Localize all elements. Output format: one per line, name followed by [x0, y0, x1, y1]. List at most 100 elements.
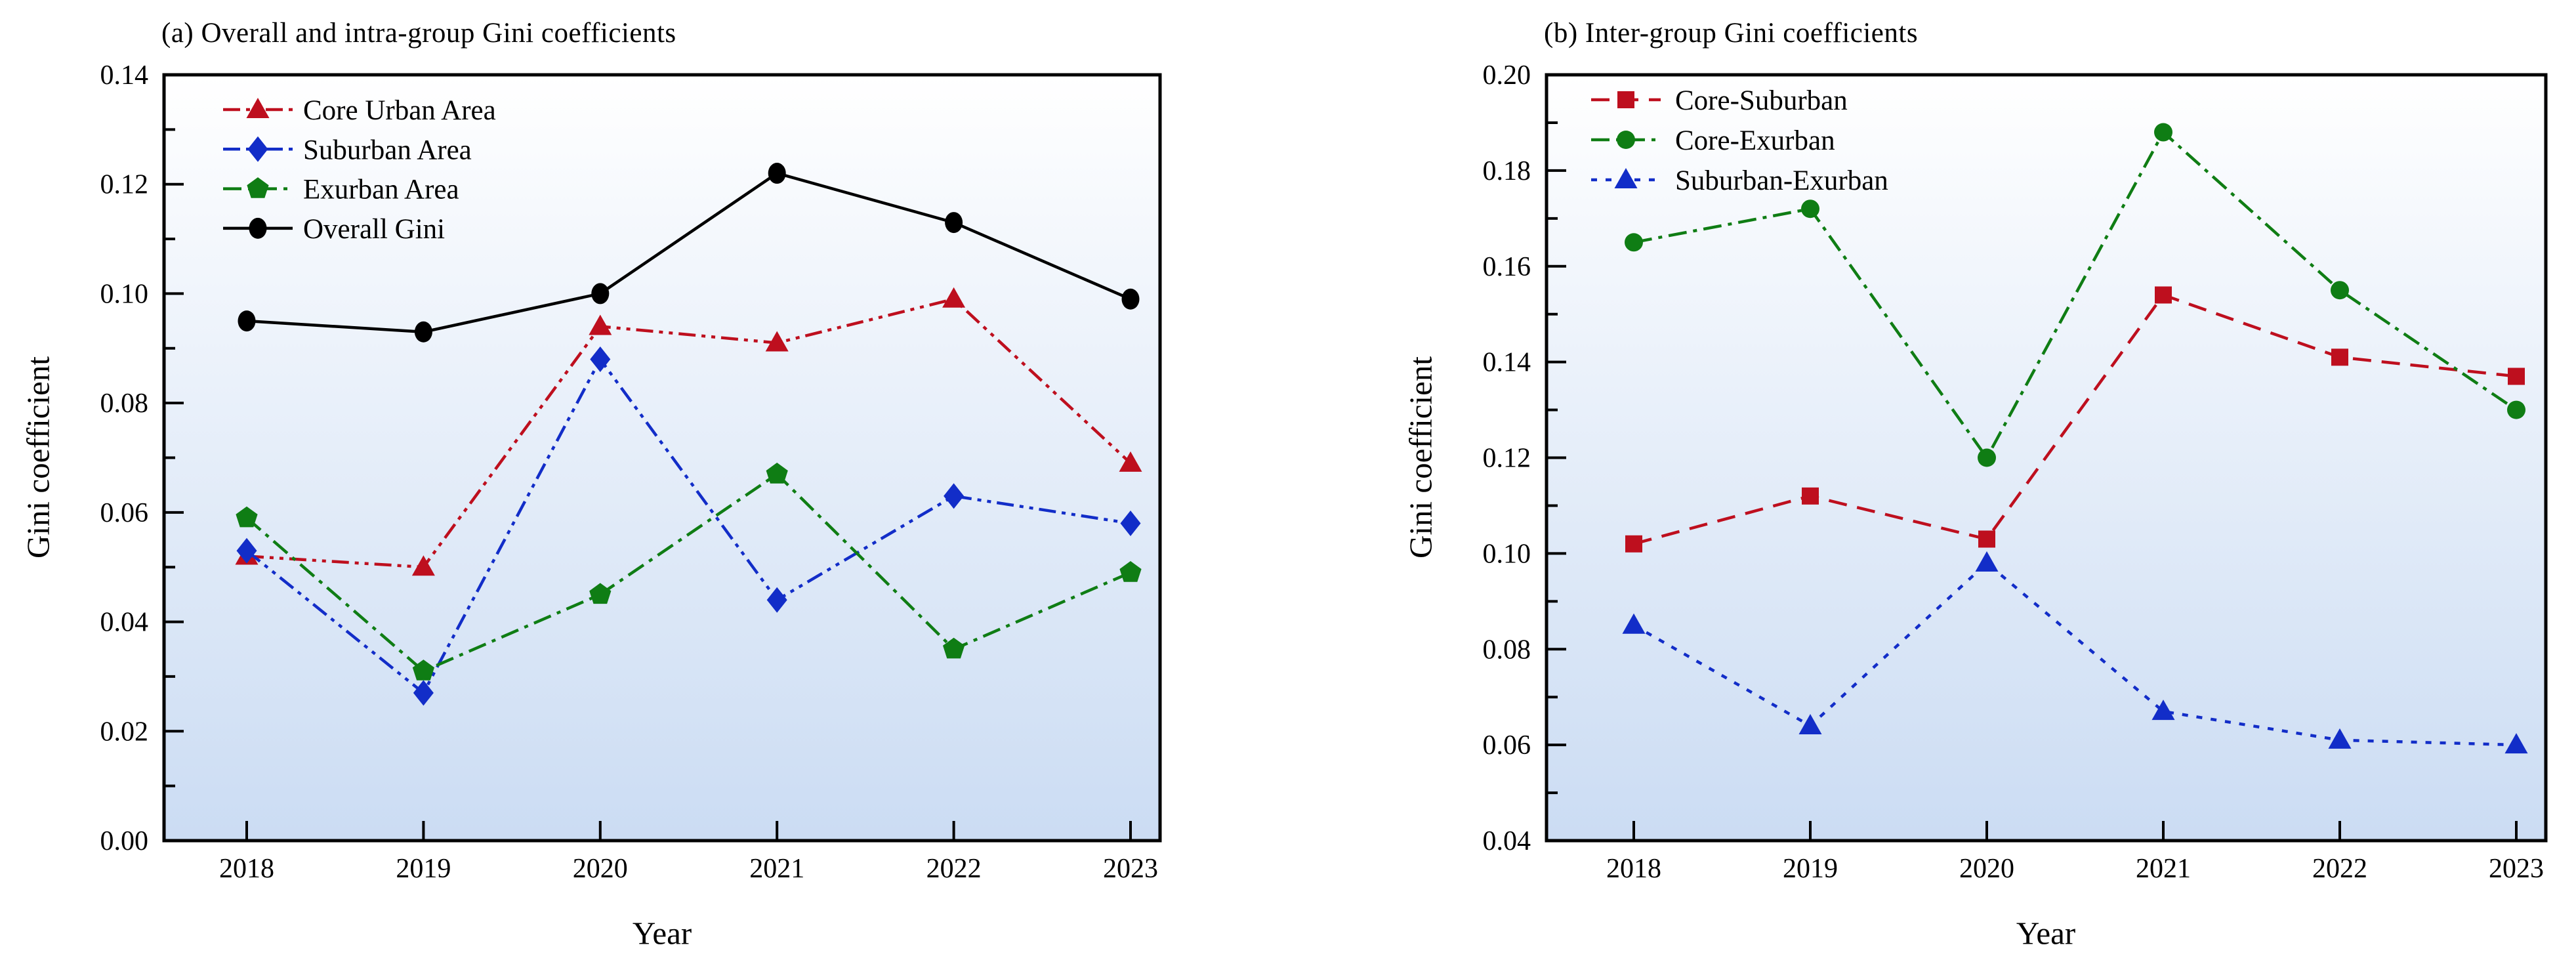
panel-a-title: (a) Overall and intra-group Gini coeffic… [161, 18, 676, 49]
legend-label: Core-Suburban [1675, 85, 1848, 116]
x-tick-label: 2018 [1606, 854, 1661, 884]
data-point-suburban-exurban-2020 [1975, 551, 1999, 572]
panel-b-x-axis-label: Year [2016, 915, 2076, 952]
data-point-suburban-area-2021 [766, 587, 787, 613]
y-tick-label: 0.04 [100, 608, 149, 638]
x-tick-label: 2020 [573, 854, 628, 884]
y-tick-label: 0.10 [1483, 539, 1531, 569]
data-point-core-suburban-2020 [1978, 530, 1995, 548]
data-point-suburban-area-2018 [236, 537, 257, 564]
data-point-suburban-area-2023 [1120, 511, 1141, 537]
legend-label: Overall Gini [303, 214, 445, 245]
legend-marker-square [1617, 91, 1634, 108]
legend-marker-circle [1617, 131, 1635, 149]
y-axis-ticks-b: 0.04 0.06 0.08 0.10 0.12 0.14 0.16 0.18 0.20 [1483, 60, 1566, 856]
series-line-overall-gini [246, 171, 1131, 334]
y-tick-label: 0.16 [1483, 252, 1531, 282]
data-point-overall-gini-2022 [945, 212, 963, 234]
y-tick-label: 0.02 [100, 717, 149, 747]
panel-a-y-axis-label: Gini coefficient [20, 356, 56, 558]
legend-item-overall-gini: Overall Gini [223, 214, 445, 245]
data-point-overall-gini-2018 [238, 310, 256, 332]
legend-label: Core-Exurban [1675, 125, 1835, 156]
data-point-core-urban-area-2023 [1119, 451, 1142, 472]
data-point-suburban-exurban-2019 [1798, 713, 1822, 734]
y-tick-label: 0.00 [100, 826, 149, 856]
x-tick-label: 2019 [396, 854, 451, 884]
panel-a-x-axis-label: Year [632, 915, 692, 952]
legend-item-core-exurban: Core-Exurban [1591, 125, 1835, 156]
data-point-exurban-area-2018 [236, 506, 258, 528]
series-line-core-exurban [1633, 129, 2518, 461]
x-tick-label: 2021 [749, 854, 804, 884]
legend-label: Core Urban Area [303, 95, 496, 126]
y-axis-ticks-a: 0.00 0.02 0.04 0.06 0.08 0.10 0.12 0.14 [100, 60, 184, 856]
legend-item-suburban-area: Suburban Area [223, 135, 472, 165]
legend-label: Suburban-Exurban [1675, 165, 1888, 196]
y-tick-label: 0.06 [100, 498, 149, 528]
data-point-suburban-area-2020 [590, 346, 611, 372]
y-tick-label: 0.04 [1483, 826, 1531, 856]
data-point-exurban-area-2019 [412, 660, 434, 681]
series-line-core-suburban [1633, 293, 2517, 545]
legend-marker-triangle [246, 98, 270, 118]
data-point-core-suburban-2021 [2155, 286, 2172, 304]
series-suburban-exurban [1622, 551, 2528, 754]
data-point-suburban-exurban-2021 [2151, 700, 2175, 721]
series-core-exurban [1625, 123, 2525, 467]
x-tick-label: 2018 [219, 854, 274, 884]
y-tick-label: 0.20 [1483, 60, 1531, 91]
x-tick-label: 2023 [1103, 854, 1158, 884]
panel-b-y-axis-label: Gini coefficient [1402, 356, 1439, 558]
data-point-core-exurban-2023 [2507, 400, 2525, 419]
data-point-suburban-exurban-2018 [1622, 613, 1646, 634]
legend-item-core-urban-area: Core Urban Area [223, 95, 496, 126]
data-point-exurban-area-2022 [943, 637, 965, 659]
data-point-overall-gini-2021 [768, 163, 786, 184]
y-tick-label: 0.18 [1483, 156, 1531, 186]
y-tick-label: 0.14 [1483, 348, 1531, 378]
series-core-suburban [1625, 286, 2525, 553]
legend-item-exurban-area: Exurban Area [223, 175, 459, 205]
y-tick-label: 0.12 [1483, 444, 1531, 474]
legend-marker-diamond [247, 136, 268, 162]
panel-a: 0.00 0.02 0.04 0.06 0.08 0.10 0.12 0.14 2018 2019… [100, 60, 1162, 884]
y-tick-label: 0.12 [100, 170, 149, 200]
data-point-core-exurban-2021 [2154, 123, 2172, 142]
data-point-core-exurban-2018 [1625, 233, 1643, 252]
data-point-overall-gini-2020 [591, 283, 610, 304]
plot-area-a [164, 75, 1160, 841]
series-overall-gini [238, 163, 1140, 343]
series-line-exurban-area [245, 472, 1131, 673]
series-exurban-area [236, 463, 1142, 681]
x-tick-label: 2022 [2312, 854, 2367, 884]
panel-b: 0.04 0.06 0.08 0.10 0.12 0.14 0.16 0.18 0.20 2018… [1483, 60, 2548, 884]
series-core-urban-area [235, 287, 1142, 576]
data-point-core-suburban-2023 [2508, 367, 2525, 385]
data-point-exurban-area-2023 [1119, 561, 1142, 582]
x-tick-label: 2021 [2136, 854, 2191, 884]
y-tick-label: 0.14 [100, 60, 149, 91]
x-axis-ticks-b: 2018 2019 2020 2021 2022 2023 [1606, 821, 2544, 884]
data-point-core-urban-area-2020 [589, 314, 612, 335]
y-tick-label: 0.08 [100, 388, 149, 419]
series-line-core-urban-area [246, 297, 1132, 569]
y-tick-label: 0.10 [100, 279, 149, 309]
legend-marker-triangle [1614, 168, 1638, 188]
data-point-core-urban-area-2022 [942, 287, 966, 308]
data-point-suburban-exurban-2022 [2328, 728, 2352, 749]
data-point-core-exurban-2022 [2331, 281, 2349, 300]
data-point-exurban-area-2021 [766, 463, 788, 484]
panel-b-title: (b) Inter-group Gini coefficients [1544, 18, 1919, 49]
data-point-core-exurban-2020 [1978, 448, 1996, 467]
data-point-core-urban-area-2019 [411, 555, 435, 576]
x-axis-ticks-a: 2018 2019 2020 2021 2022 2023 [219, 821, 1158, 884]
legend-label: Suburban Area [303, 135, 472, 165]
legend-item-core-suburban: Core-Suburban [1591, 85, 1848, 116]
data-point-core-urban-area-2021 [765, 331, 789, 352]
data-point-suburban-exurban-2023 [2504, 733, 2528, 754]
data-point-exurban-area-2020 [589, 583, 612, 604]
legend-b: Core-Suburban Core-Exurban Suburban-Exurba… [1591, 85, 1888, 196]
